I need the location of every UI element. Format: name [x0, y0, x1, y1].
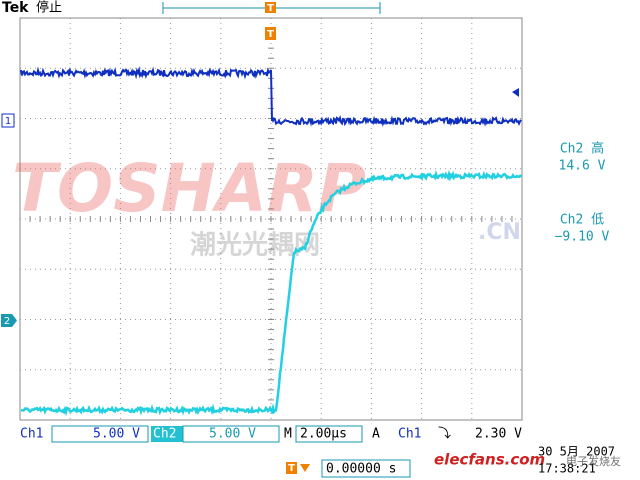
ch1-waveform [20, 66, 522, 128]
watermark-domain: .CN [478, 220, 521, 245]
trigger-position: 0.00000 s [326, 462, 396, 477]
trigger-level: 2.30 V [475, 427, 522, 442]
trigger-position-marker [286, 462, 297, 474]
ch2-waveform [20, 169, 523, 417]
watermark-brand: TOSHARP [12, 150, 366, 227]
ch1-marker [1, 113, 15, 128]
trigger-marker-top [265, 2, 276, 13]
trigger-position-box [321, 459, 411, 478]
ch2-label-box [151, 426, 183, 442]
ch1-scale-box [51, 425, 149, 443]
ch1-scale: 5.00 V [93, 427, 140, 442]
trigger-label: A [372, 427, 380, 442]
readout-label: Ch2 高 [560, 141, 604, 157]
graticule [19, 17, 523, 421]
trigger-position-marker-label: T [288, 463, 295, 474]
trigger-source: Ch1 [398, 427, 421, 442]
ch2-label: Ch2 [153, 427, 176, 442]
trigger-marker-label: T [267, 29, 274, 40]
trigger-marker [265, 27, 276, 40]
trigger-position-arrow [300, 464, 310, 472]
ch2-marker [1, 314, 17, 327]
ch2-scale-box [182, 425, 280, 443]
status-bar: Ch1 5.00 V Ch2 5.00 V M 2.00µs A Ch1 ⤵ 2… [20, 425, 522, 443]
acquisition-status: 停止 [36, 0, 62, 16]
ch1-label: Ch1 [20, 427, 43, 442]
trigger-slope: ⤵ [438, 427, 451, 442]
trigger-level-marker [512, 88, 519, 97]
time: 17:38:21 [538, 462, 596, 476]
watermark-site-cn: 电子发烧友 [566, 454, 621, 468]
readout-label: Ch2 低 [560, 213, 604, 228]
waveforms [20, 66, 523, 417]
timebase-label: M [284, 427, 292, 442]
readout-value: 14.6 V [559, 159, 606, 174]
timebase-box [295, 425, 363, 443]
ch2-scale: 5.00 V [209, 427, 256, 442]
readout-value: −9.10 V [555, 230, 610, 245]
ch1-marker-label: 1 [5, 116, 11, 127]
timebase: 2.00µs [300, 427, 347, 442]
watermark-chinese: 潮光光耦网 [190, 231, 320, 261]
date: 30 5月 2007 [538, 445, 615, 459]
watermark-site: elecfans.com [434, 451, 545, 469]
trigger-marker-top-label: T [267, 3, 274, 14]
brand: Tek [2, 0, 29, 16]
ch2-marker-label: 2 [4, 316, 10, 327]
